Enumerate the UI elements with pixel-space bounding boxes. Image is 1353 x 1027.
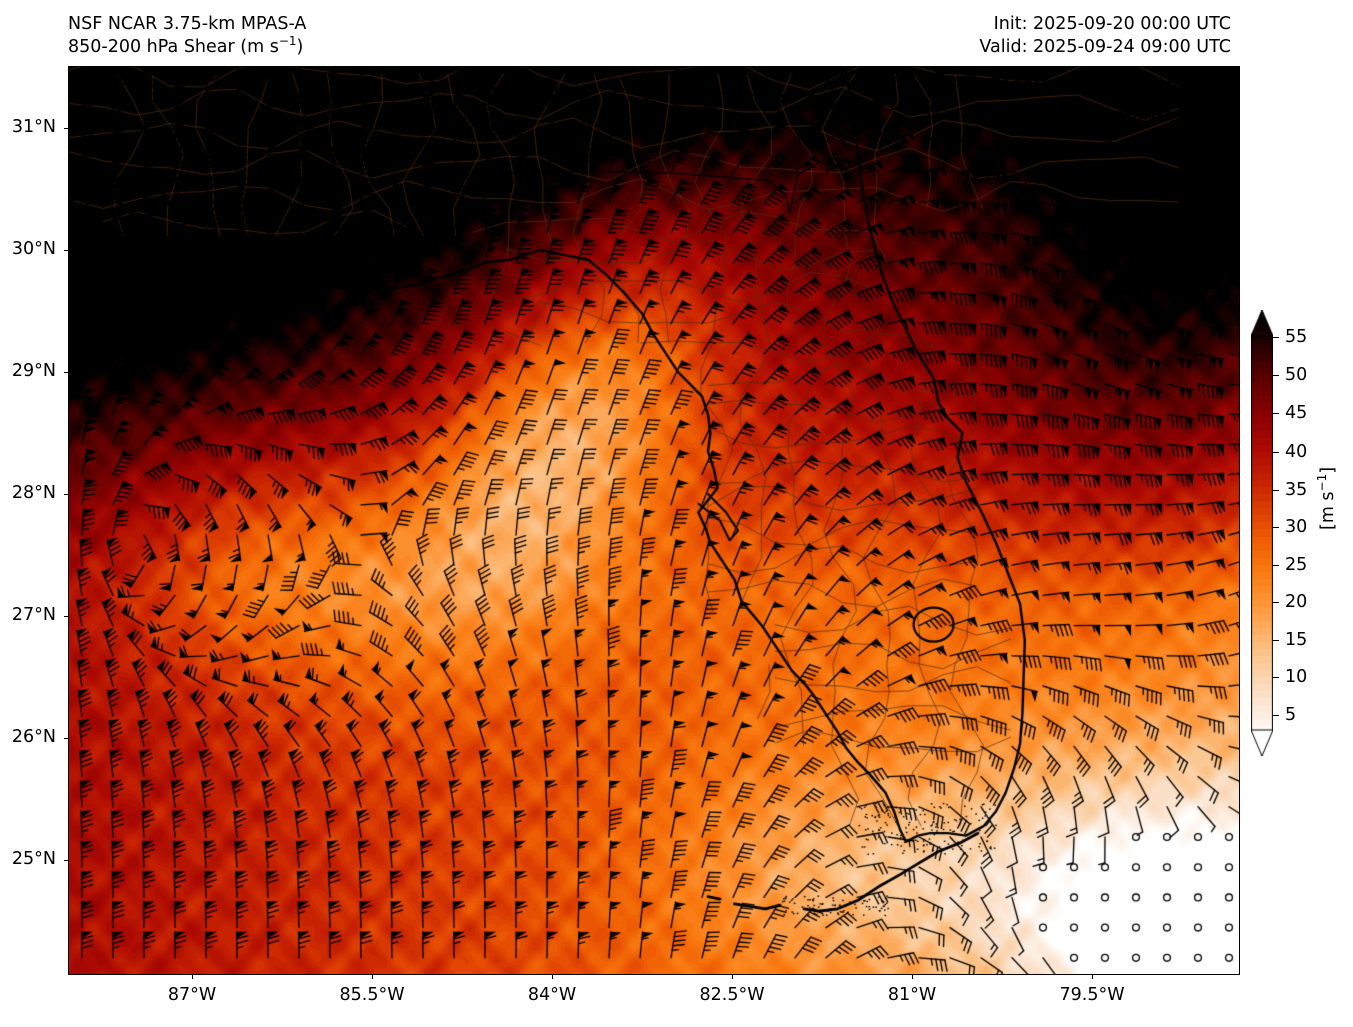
y-tick-label: 26°N bbox=[0, 727, 56, 747]
y-tick-label: 29°N bbox=[0, 361, 56, 381]
colorbar-tick bbox=[1273, 640, 1279, 641]
y-tick bbox=[64, 860, 68, 861]
colorbar-extend-max-arrow bbox=[1251, 310, 1273, 336]
x-tick-label: 87°W bbox=[168, 985, 216, 1005]
header-left: NSF NCAR 3.75-km MPAS-A 850-200 hPa Shea… bbox=[68, 13, 306, 59]
y-tick bbox=[64, 250, 68, 251]
colorbar-tick-label: 30 bbox=[1285, 517, 1307, 537]
map-plot-area[interactable] bbox=[68, 66, 1240, 975]
colorbar-tick-label: 10 bbox=[1285, 667, 1307, 687]
x-tick bbox=[1092, 975, 1093, 979]
colorbar-tick bbox=[1273, 602, 1279, 603]
field-title: 850-200 hPa Shear (m s−1) bbox=[68, 36, 306, 59]
x-tick-label: 79.5°W bbox=[1059, 985, 1124, 1005]
colorbar-tick-label: 15 bbox=[1285, 630, 1307, 650]
y-tick-label: 27°N bbox=[0, 605, 56, 625]
colorbar-tick bbox=[1273, 565, 1279, 566]
colorbar-tick bbox=[1273, 490, 1279, 491]
colorbar-gradient bbox=[1251, 336, 1273, 730]
model-title: NSF NCAR 3.75-km MPAS-A bbox=[68, 13, 306, 36]
colorbar-tick bbox=[1273, 677, 1279, 678]
colorbar-tick bbox=[1273, 413, 1279, 414]
y-tick-label: 31°N bbox=[0, 117, 56, 137]
colorbar-tick-label: 50 bbox=[1285, 365, 1307, 385]
y-tick bbox=[64, 738, 68, 739]
y-tick-label: 28°N bbox=[0, 483, 56, 503]
colorbar-tick-label: 35 bbox=[1285, 480, 1307, 500]
colorbar-tick-label: 20 bbox=[1285, 592, 1307, 612]
valid-time: Valid: 2025-09-24 09:00 UTC bbox=[979, 36, 1231, 59]
y-tick bbox=[64, 494, 68, 495]
x-tick-label: 85.5°W bbox=[339, 985, 404, 1005]
y-tick-label: 25°N bbox=[0, 849, 56, 869]
x-tick-label: 84°W bbox=[528, 985, 576, 1005]
x-tick bbox=[372, 975, 373, 979]
init-time: Init: 2025-09-20 00:00 UTC bbox=[979, 13, 1231, 36]
colorbar-extend-min-arrow bbox=[1251, 730, 1273, 756]
x-tick-label: 82.5°W bbox=[699, 985, 764, 1005]
y-tick-label: 30°N bbox=[0, 239, 56, 259]
colorbar-tick-label: 25 bbox=[1285, 555, 1307, 575]
colorbar-tick bbox=[1273, 527, 1279, 528]
colorbar-tick bbox=[1273, 337, 1279, 338]
colorbar-tick bbox=[1273, 375, 1279, 376]
colorbar-tick-label: 40 bbox=[1285, 442, 1307, 462]
colorbar-units-label: [m s−1] bbox=[1318, 467, 1338, 530]
colorbar-tick bbox=[1273, 452, 1279, 453]
y-tick bbox=[64, 616, 68, 617]
y-tick bbox=[64, 128, 68, 129]
header-right: Init: 2025-09-20 00:00 UTC Valid: 2025-0… bbox=[979, 13, 1231, 59]
colorbar-tick-label: 45 bbox=[1285, 403, 1307, 423]
colorbar-tick bbox=[1273, 715, 1279, 716]
units-exponent: −1 bbox=[279, 34, 297, 48]
x-tick-label: 81°W bbox=[888, 985, 936, 1005]
x-tick bbox=[552, 975, 553, 979]
colorbar-tick-label: 5 bbox=[1285, 705, 1296, 725]
x-tick bbox=[192, 975, 193, 979]
wind-barb-overlay bbox=[68, 66, 1240, 975]
x-tick bbox=[732, 975, 733, 979]
y-tick bbox=[64, 372, 68, 373]
x-tick bbox=[912, 975, 913, 979]
colorbar bbox=[1251, 310, 1273, 756]
colorbar-tick-label: 55 bbox=[1285, 327, 1307, 347]
